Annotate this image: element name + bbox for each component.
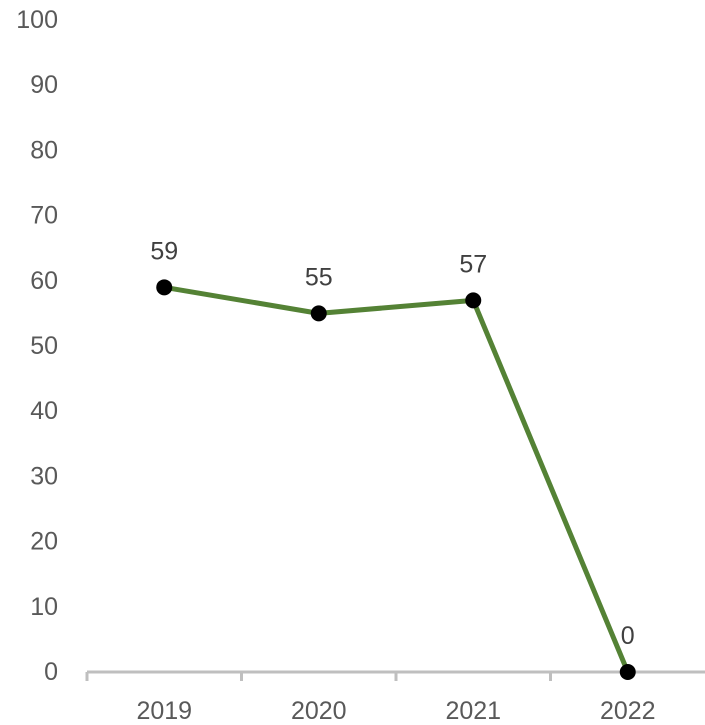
y-tick-label-0: 0: [44, 658, 58, 686]
y-tick-label-50: 50: [30, 332, 58, 360]
series-layer: [156, 279, 636, 680]
data-point-2021: [465, 292, 482, 309]
y-tick-label-80: 80: [30, 136, 58, 164]
x-tick-label-2021: 2021: [445, 697, 501, 725]
data-point-2019: [156, 279, 173, 296]
x-tick-label-2022: 2022: [600, 697, 656, 725]
y-tick-label-90: 90: [30, 71, 58, 99]
y-tick-label-20: 20: [30, 528, 58, 556]
data-label-2020: 55: [305, 263, 333, 291]
y-tick-label-40: 40: [30, 397, 58, 425]
x-axis-tick-labels: 2019 2020 2021 2022: [136, 697, 655, 725]
y-tick-label-100: 100: [16, 6, 58, 34]
data-label-2019: 59: [150, 237, 178, 265]
data-point-2022: [619, 664, 636, 680]
data-labels: 59 55 57 0: [150, 237, 634, 650]
x-tick-label-2019: 2019: [136, 697, 192, 725]
data-label-2022: 0: [621, 622, 635, 650]
y-tick-label-10: 10: [30, 593, 58, 621]
data-point-2020: [310, 305, 327, 322]
x-axis: [85, 670, 705, 681]
y-tick-label-30: 30: [30, 462, 58, 490]
data-label-2021: 57: [459, 250, 487, 278]
y-tick-label-70: 70: [30, 202, 58, 230]
x-tick-label-2020: 2020: [291, 697, 347, 725]
y-axis-tick-labels: 0 10 20 30 40 50 60 70 80 90 100: [16, 6, 58, 686]
y-tick-label-60: 60: [30, 267, 58, 295]
series-line: [161, 284, 631, 675]
